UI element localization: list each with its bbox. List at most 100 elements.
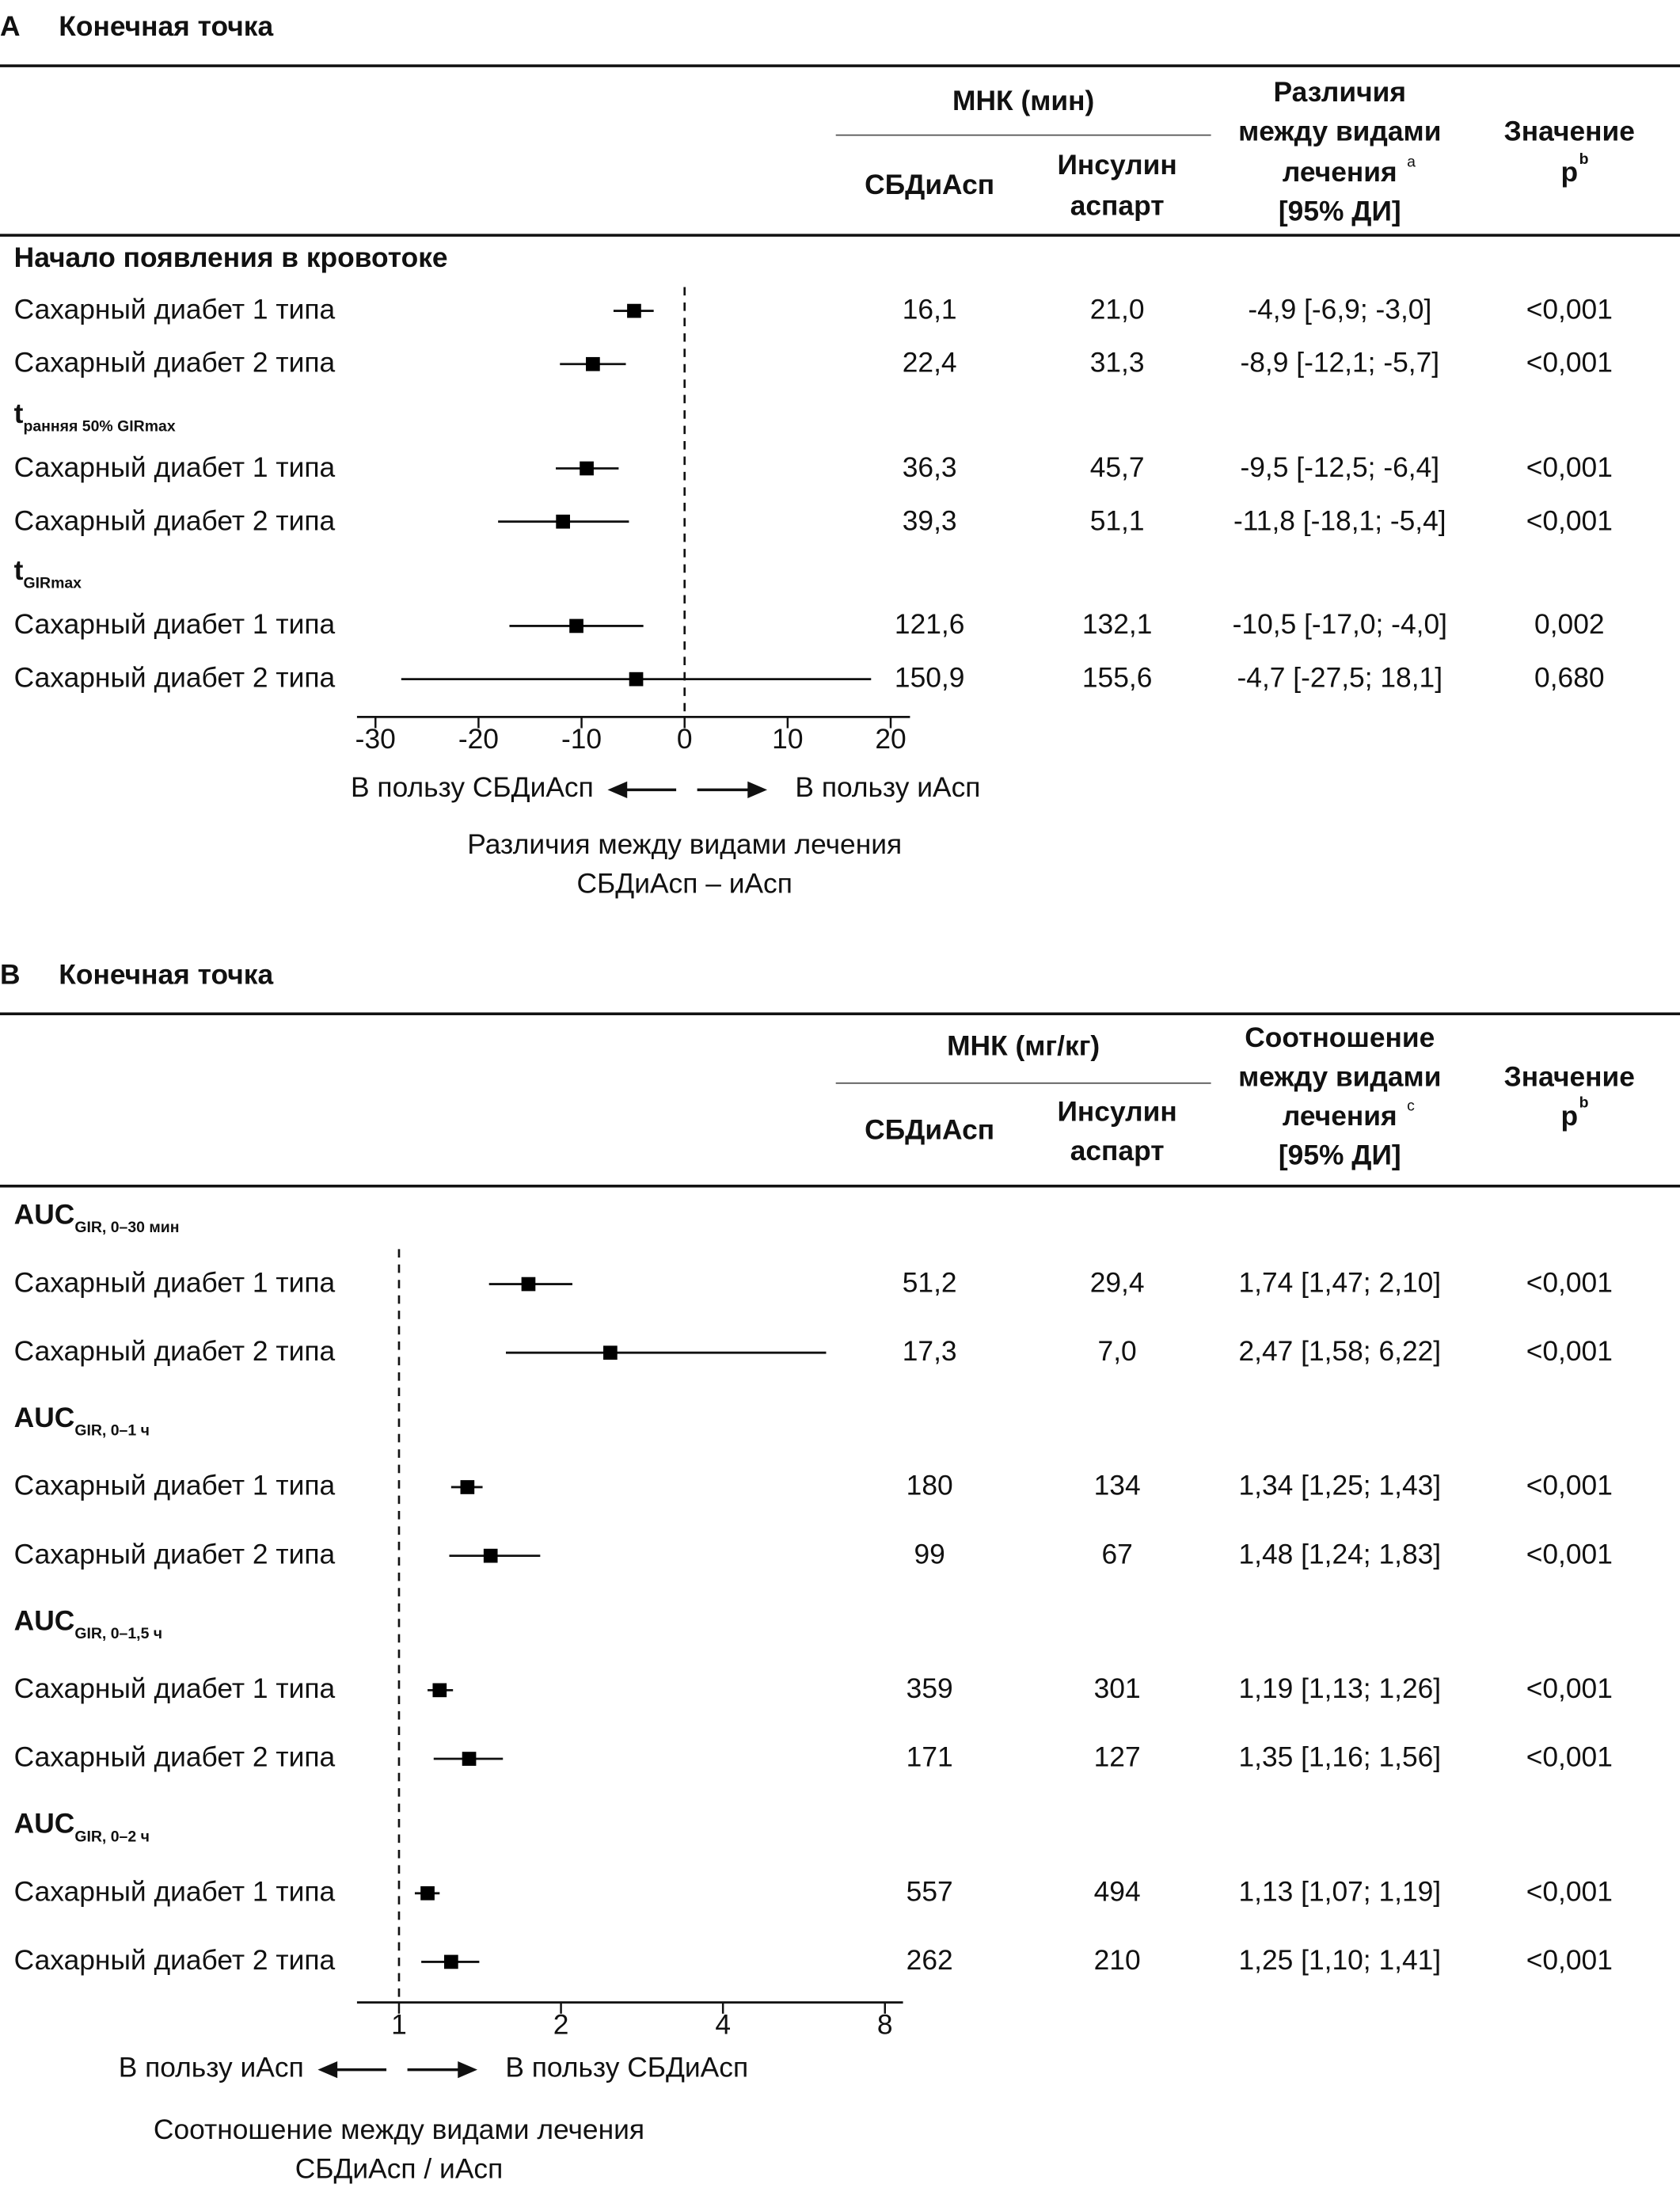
- value-sbdiasp: 51,2: [902, 1268, 957, 1299]
- value-difference-ci: 2,47 [1,58; 6,22]: [1238, 1336, 1442, 1368]
- value-p: <0,001: [1526, 295, 1613, 326]
- point-estimate-marker: [462, 1752, 477, 1766]
- header-p-value: Значение: [1503, 1062, 1635, 1094]
- value-insulin-aspart: 21,0: [1089, 295, 1145, 326]
- x-tick-label: 8: [876, 2010, 893, 2041]
- favors-left-label: В пользу СБДиАсп: [351, 773, 594, 805]
- value-insulin-aspart: 134: [1093, 1471, 1141, 1502]
- header-insulin: Инсулин: [1057, 150, 1177, 181]
- header-mnk-underline: [835, 134, 1211, 136]
- x-axis-title: СБДиАсп – иАсп: [576, 869, 792, 900]
- value-difference-ci: -11,8 [-18,1; -5,4]: [1233, 505, 1446, 537]
- row-label: Сахарный диабет 2 типа: [13, 663, 336, 694]
- point-estimate-marker: [420, 1885, 435, 1901]
- value-difference-ci: 1,13 [1,07; 1,19]: [1238, 1877, 1442, 1908]
- group-label-text: AUC: [13, 1809, 75, 1840]
- point-estimate-marker: [580, 461, 594, 476]
- row-label: Сахарный диабет 1 типа: [13, 1471, 336, 1502]
- header-sbdiasp: СБДиАсп: [865, 169, 995, 201]
- value-sbdiasp: 36,3: [902, 452, 957, 484]
- point-estimate-marker: [629, 672, 644, 687]
- x-tick-label: -10: [561, 725, 602, 756]
- value-p: <0,001: [1526, 452, 1613, 484]
- panel-letter: A: [0, 12, 21, 43]
- value-insulin-aspart: 155,6: [1081, 663, 1153, 694]
- value-insulin-aspart: 29,4: [1089, 1268, 1145, 1299]
- header-difference-line: [95% ДИ]: [1278, 196, 1401, 228]
- value-insulin-aspart: 301: [1093, 1674, 1141, 1705]
- point-estimate-marker: [521, 1277, 536, 1292]
- row-label: Сахарный диабет 1 типа: [13, 1877, 336, 1908]
- value-sbdiasp: 359: [906, 1674, 953, 1705]
- point-estimate-marker: [432, 1683, 447, 1698]
- group-label-subscript: GIR, 0–1 ч: [74, 1422, 150, 1440]
- group-label-subscript: GIR, 0–30 мин: [74, 1220, 180, 1237]
- header-difference-line: Соотношение: [1245, 1022, 1435, 1054]
- row-label: Сахарный диабет 2 типа: [13, 1946, 336, 1977]
- value-sbdiasp: 180: [906, 1471, 953, 1502]
- header-aspart: аспарт: [1070, 191, 1165, 223]
- value-insulin-aspart: 45,7: [1089, 452, 1145, 484]
- group-label-text: t: [13, 398, 24, 429]
- value-sbdiasp: 16,1: [902, 295, 957, 326]
- row-label: Сахарный диабет 2 типа: [13, 1336, 336, 1368]
- row-label: Сахарный диабет 2 типа: [13, 1742, 336, 1774]
- value-difference-ci: 1,34 [1,25; 1,43]: [1238, 1471, 1442, 1502]
- arrow-left-head: [607, 781, 628, 798]
- point-estimate-marker: [627, 303, 641, 318]
- point-estimate-marker: [443, 1954, 458, 1969]
- value-difference-ci: 1,25 [1,10; 1,41]: [1238, 1946, 1442, 1977]
- value-insulin-aspart: 31,3: [1089, 348, 1145, 379]
- header-mnk: МНК (мг/кг): [947, 1031, 1100, 1063]
- header-p-value: Значение: [1503, 116, 1635, 148]
- row-label: Сахарный диабет 2 типа: [13, 505, 336, 537]
- group-label-text: AUC: [13, 1402, 75, 1434]
- row-label: Сахарный диабет 1 типа: [13, 295, 336, 326]
- header-insulin: Инсулин: [1057, 1097, 1177, 1128]
- x-tick-label: 4: [715, 2010, 731, 2041]
- header-mnk: МНК (мин): [952, 86, 1095, 117]
- group-label: tGIRmax: [14, 556, 82, 592]
- value-sbdiasp: 262: [906, 1946, 953, 1977]
- group-label: AUCGIR, 0–30 мин: [14, 1200, 180, 1236]
- x-tick-label: 1: [391, 2010, 407, 2041]
- header-footnote-mark: a: [1407, 154, 1416, 171]
- group-label-subscript: GIR, 0–2 ч: [74, 1828, 150, 1846]
- value-p: 0,680: [1534, 663, 1605, 694]
- header-sbdiasp: СБДиАсп: [865, 1115, 995, 1147]
- value-difference-ci: -4,9 [-6,9; -3,0]: [1248, 295, 1432, 326]
- value-sbdiasp: 99: [914, 1539, 945, 1571]
- arrow-right-head: [458, 2061, 478, 2079]
- arrow-right-head: [747, 781, 768, 798]
- value-insulin-aspart: 494: [1093, 1877, 1141, 1908]
- panel-title: Конечная точка: [59, 12, 274, 43]
- point-estimate-marker: [586, 356, 600, 371]
- group-label-text: AUC: [13, 1606, 75, 1638]
- value-difference-ci: 1,48 [1,24; 1,83]: [1238, 1539, 1442, 1571]
- header-aspart: аспарт: [1070, 1136, 1165, 1167]
- row-label: Сахарный диабет 1 типа: [13, 1674, 336, 1705]
- value-p: 0,002: [1534, 610, 1605, 641]
- row-label: Сахарный диабет 1 типа: [13, 610, 336, 641]
- value-sbdiasp: 39,3: [902, 505, 957, 537]
- value-sbdiasp: 171: [906, 1742, 953, 1774]
- row-label: Сахарный диабет 1 типа: [13, 1268, 336, 1299]
- x-tick-label: -20: [458, 725, 499, 756]
- value-insulin-aspart: 7,0: [1097, 1336, 1137, 1368]
- value-p: <0,001: [1526, 1471, 1613, 1502]
- x-tick-label: -30: [355, 725, 396, 756]
- row-label: Сахарный диабет 1 типа: [13, 452, 336, 484]
- group-label: AUCGIR, 0–1 ч: [14, 1403, 150, 1440]
- table-top-rule: [0, 1012, 1680, 1016]
- group-label-subscript: GIRmax: [23, 575, 82, 593]
- value-p: <0,001: [1526, 1539, 1613, 1571]
- value-insulin-aspart: 132,1: [1081, 610, 1153, 641]
- x-axis-title: Различия между видами лечения: [467, 829, 903, 861]
- group-label-subscript: ранняя 50% GIRmax: [23, 417, 176, 436]
- value-difference-ci: -4,7 [-27,5; 18,1]: [1237, 663, 1443, 694]
- value-sbdiasp: 121,6: [894, 610, 965, 641]
- value-difference-ci: -9,5 [-12,5; -6,4]: [1240, 452, 1440, 484]
- value-difference-ci: 1,74 [1,47; 2,10]: [1238, 1268, 1442, 1299]
- header-difference-line: [95% ДИ]: [1278, 1140, 1401, 1172]
